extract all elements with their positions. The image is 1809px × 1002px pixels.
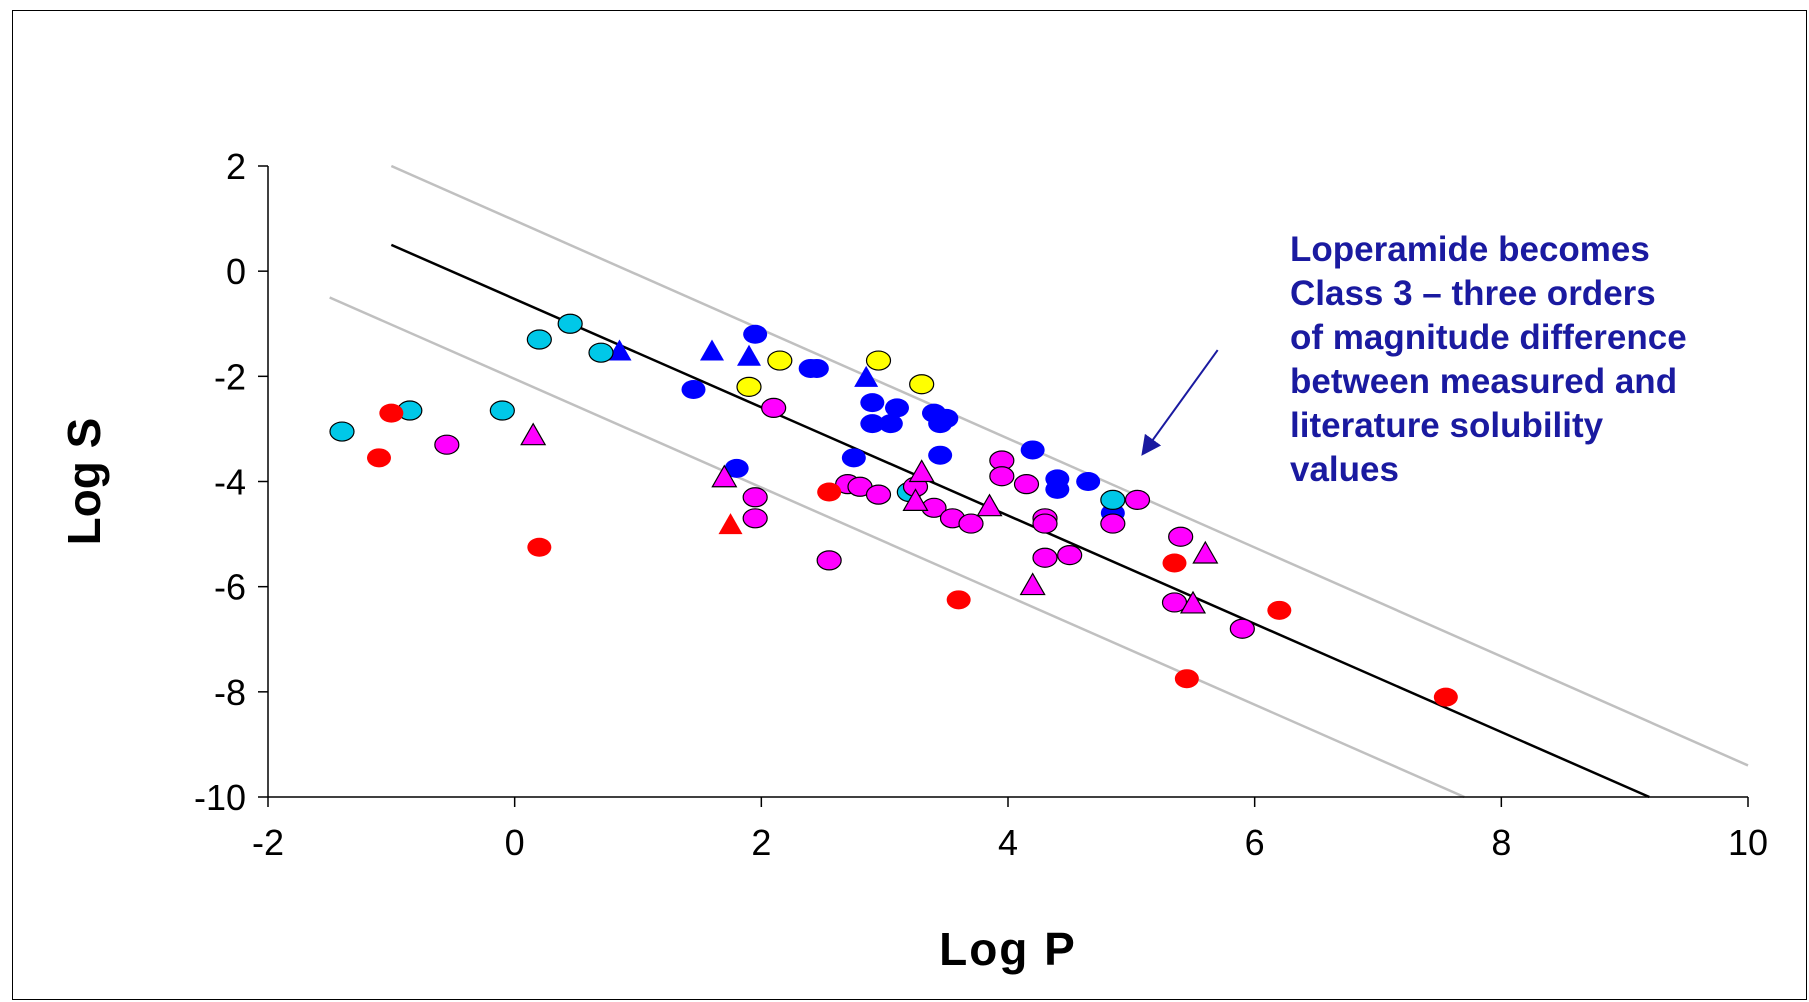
data-point-triangle	[976, 493, 1003, 517]
data-point-circle	[989, 466, 1015, 487]
data-point-circle	[736, 376, 762, 397]
data-point-circle	[527, 537, 552, 557]
data-point-circle	[367, 448, 391, 468]
data-point-circle	[588, 342, 614, 363]
data-point-circle	[1013, 474, 1040, 495]
annotation-text: Loperamide becomes Class 3 – three orders…	[1290, 228, 1809, 492]
data-point-circle	[1433, 687, 1458, 707]
y-tick-label: -2	[214, 356, 246, 397]
y-tick-label: -10	[194, 777, 246, 818]
y-tick-label: -4	[214, 462, 246, 503]
data-point-circle	[1229, 618, 1255, 639]
data-point-triangle	[520, 422, 547, 446]
data-point-circle	[742, 487, 768, 508]
data-point-circle	[958, 513, 984, 534]
data-point-circle	[724, 458, 749, 478]
data-point-circle	[434, 434, 460, 455]
x-tick-label: 8	[1491, 822, 1511, 863]
data-point-triangle	[1192, 540, 1219, 564]
x-axis-title: Log P	[939, 923, 1077, 975]
y-axis-title: Log S	[58, 418, 110, 546]
data-point-circle	[1032, 513, 1058, 534]
data-point-circle	[1057, 545, 1083, 566]
data-point-circle	[1076, 472, 1101, 491]
y-tick-label: 2	[226, 146, 246, 187]
data-point-circle	[743, 324, 768, 344]
data-point-triangle	[902, 488, 929, 512]
data-point-circle	[1267, 600, 1292, 620]
annotation-line: Class 3 – three orders	[1290, 274, 1656, 313]
axes: -2 0 2 4 6 8 10 2 0 -2 -4 -6 -8 -10	[194, 146, 1768, 863]
data-point-circle	[817, 482, 842, 502]
bound-line-upper	[390, 164, 1749, 767]
data-point-circle	[860, 393, 885, 413]
data-point-circle	[557, 313, 583, 334]
data-point-circle	[681, 379, 706, 399]
y-tick-label: -6	[214, 567, 246, 608]
data-point-triangle	[908, 459, 935, 483]
data-point-circle	[865, 350, 892, 371]
data-point-circle	[742, 508, 768, 529]
data-point-circle	[761, 397, 787, 418]
data-point-circle	[1045, 479, 1070, 499]
x-tick-label: 2	[751, 822, 771, 863]
data-point-circle	[878, 414, 903, 434]
annotation-line: of magnitude difference	[1290, 318, 1687, 357]
data-points	[329, 313, 1458, 707]
chart-frame	[12, 10, 1807, 1000]
data-point-circle	[1020, 440, 1045, 460]
annotation-arrow	[1141, 349, 1219, 456]
x-tick-label: -2	[252, 822, 284, 863]
data-point-circle	[841, 448, 866, 468]
annotation-line: literature solubility	[1290, 406, 1604, 445]
annotation-line: Loperamide becomes	[1290, 230, 1650, 269]
data-point-circle	[909, 374, 935, 395]
data-point-circle	[885, 398, 909, 418]
data-point-triangle	[607, 339, 632, 361]
data-point-circle	[767, 350, 793, 371]
data-point-circle	[1124, 489, 1151, 511]
data-point-circle	[526, 329, 552, 350]
data-point-triangle	[854, 365, 879, 387]
x-tick-label: 10	[1728, 822, 1768, 863]
y-tick-label: -8	[214, 672, 246, 713]
data-point-circle	[928, 445, 953, 465]
data-point-triangle	[718, 513, 743, 535]
data-point-circle	[928, 414, 953, 434]
x-tick-label: 0	[505, 822, 525, 863]
data-point-circle	[329, 421, 355, 442]
data-point-circle	[1174, 669, 1199, 689]
data-point-triangle	[1179, 590, 1207, 614]
data-point-circle	[489, 400, 515, 421]
data-point-triangle	[1019, 572, 1046, 596]
annotation-line: values	[1290, 450, 1399, 489]
data-point-circle	[804, 358, 829, 378]
annotation-line: between measured and	[1290, 362, 1678, 401]
data-point-triangle	[711, 464, 738, 488]
data-point-circle	[379, 403, 404, 423]
x-tick-label: 6	[1245, 822, 1265, 863]
bound-line-lower	[329, 296, 1465, 799]
x-tick-label: 4	[998, 822, 1018, 863]
data-point-circle	[1032, 547, 1058, 568]
annotation-arrow-line	[1141, 349, 1219, 456]
data-point-triangle	[737, 344, 761, 366]
data-point-circle	[816, 550, 842, 571]
data-point-circle	[946, 590, 971, 610]
data-point-triangle	[700, 339, 724, 361]
data-point-circle	[860, 414, 885, 434]
data-point-circle	[1168, 526, 1194, 547]
data-point-circle	[1162, 553, 1187, 573]
data-point-circle	[1100, 489, 1126, 511]
y-tick-label: 0	[226, 251, 246, 292]
data-point-circle	[865, 484, 892, 505]
data-point-circle	[1100, 513, 1126, 534]
